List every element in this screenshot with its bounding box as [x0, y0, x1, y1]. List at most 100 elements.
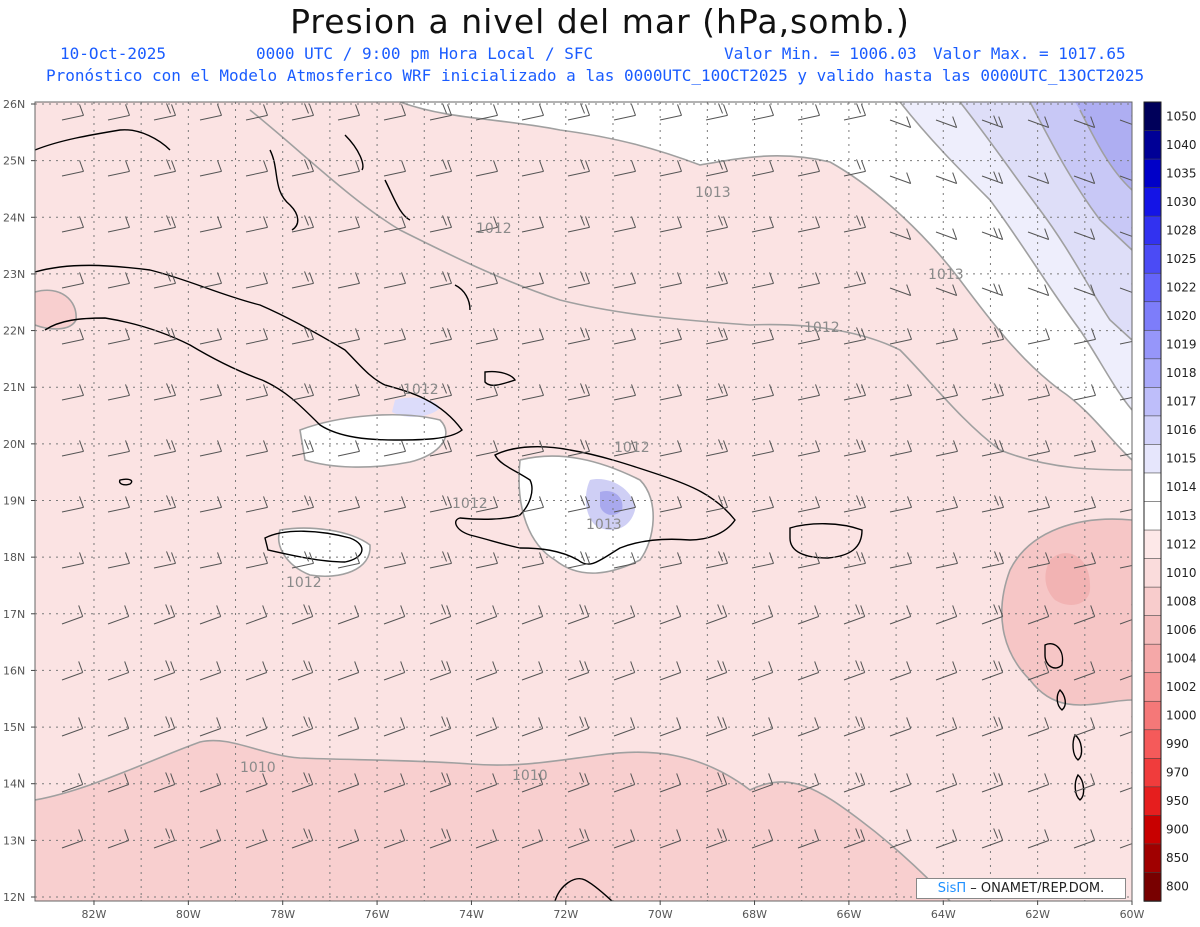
wind-barb	[429, 271, 452, 289]
wind-barb	[1119, 716, 1132, 737]
coast-bahamas-2	[344, 134, 364, 171]
wind-barb	[521, 384, 544, 401]
wind-barb	[567, 604, 590, 625]
wind-barb	[935, 440, 958, 457]
wind-barb	[843, 772, 866, 793]
wind-barb	[797, 661, 820, 681]
wind-barb	[337, 216, 360, 233]
wind-barb	[245, 272, 268, 289]
lon-label: 80W	[176, 908, 201, 921]
wind-barb	[107, 440, 130, 457]
wind-barb	[843, 660, 866, 681]
wind-barb	[1027, 440, 1050, 457]
wind-barb	[475, 773, 498, 793]
lat-label: 13N	[3, 834, 25, 847]
wind-barb	[981, 604, 1004, 625]
wind-barb	[981, 383, 1004, 401]
wind-barb	[153, 439, 176, 457]
wind-barb	[1027, 829, 1050, 849]
legend-swatch	[1143, 444, 1162, 474]
wind-barb	[1073, 384, 1096, 401]
wind-barb	[613, 661, 636, 681]
wind-barb	[521, 605, 544, 625]
wind-barb	[567, 660, 590, 681]
wind-barb	[613, 773, 636, 793]
contour-label: 1013	[695, 185, 731, 201]
wind-barb	[751, 272, 774, 289]
wind-barb	[613, 440, 636, 457]
wind-barb	[153, 551, 176, 569]
wind-barb	[199, 661, 222, 681]
wind-barb	[1073, 552, 1096, 569]
legend-label: 1012	[1166, 537, 1197, 551]
contour-labels: 1013 1012 1013 1012 1012 1012 1012 1013 …	[240, 185, 964, 784]
wind-barb	[935, 116, 958, 128]
wind-barb	[61, 829, 84, 849]
axis-ticks	[31, 103, 1133, 905]
wind-barb	[659, 717, 682, 737]
contour-label: 1012	[614, 440, 650, 456]
wind-barb	[337, 661, 360, 681]
wind-barb	[705, 439, 728, 457]
wind-barb	[199, 160, 222, 177]
wind-barb	[383, 440, 406, 457]
wind-barb	[291, 660, 314, 681]
wind-barb	[153, 828, 176, 849]
legend-swatch	[1143, 301, 1162, 332]
shade-cuba-east-blue	[392, 397, 440, 417]
wind-barb	[61, 104, 84, 121]
wind-barb	[245, 773, 268, 793]
wind-barb	[889, 717, 912, 737]
wind-barb	[107, 773, 130, 793]
wind-barb	[521, 829, 544, 849]
wind-barb	[889, 384, 912, 401]
wind-barb	[291, 103, 314, 121]
wind-barb	[429, 495, 452, 513]
wind-barb	[61, 160, 84, 177]
shade-east-low-inner	[1045, 553, 1091, 605]
legend-swatch	[1143, 643, 1162, 674]
wind-barb	[889, 116, 912, 128]
wind-barb	[1073, 116, 1096, 128]
wind-barb	[797, 216, 820, 233]
wind-barb	[245, 605, 268, 625]
wind-barb	[521, 216, 544, 233]
wind-barb	[383, 272, 406, 289]
wind-barb	[199, 272, 222, 289]
wind-barb	[1119, 115, 1132, 125]
wind-barb	[843, 159, 866, 177]
value-max: Valor Max. = 1017.65	[933, 44, 1126, 63]
wind-barb	[107, 104, 130, 121]
wind-barb	[521, 272, 544, 289]
wind-barb	[889, 228, 912, 240]
legend-label: 950	[1166, 794, 1189, 808]
lat-label: 20N	[3, 438, 25, 451]
lon-label: 64W	[931, 908, 956, 921]
wind-barb	[291, 772, 314, 793]
wind-barb	[521, 104, 544, 121]
wind-barb	[705, 383, 728, 401]
wind-barb	[107, 605, 130, 625]
wind-barb	[659, 440, 682, 457]
wind-barb	[705, 495, 728, 513]
wind-barb	[153, 772, 176, 793]
lat-label: 14N	[3, 778, 25, 791]
wind-barb	[245, 496, 268, 513]
lat-label: 18N	[3, 551, 25, 564]
isobar-jamaica	[278, 527, 371, 577]
wind-barb	[107, 552, 130, 569]
wind-barb	[797, 552, 820, 569]
wind-barb	[475, 328, 498, 345]
wind-barb	[981, 495, 1004, 513]
legend-label: 1030	[1166, 195, 1197, 209]
legend-swatch	[1143, 272, 1162, 303]
wind-barb	[153, 495, 176, 513]
wind-barb	[889, 773, 912, 793]
wind-barb	[107, 829, 130, 849]
isobar-1015	[959, 102, 1132, 341]
wind-barb	[567, 215, 590, 233]
wind-barb	[889, 829, 912, 849]
wind-barb	[843, 327, 866, 345]
wind-barb	[935, 228, 958, 240]
wind-barb	[199, 605, 222, 625]
